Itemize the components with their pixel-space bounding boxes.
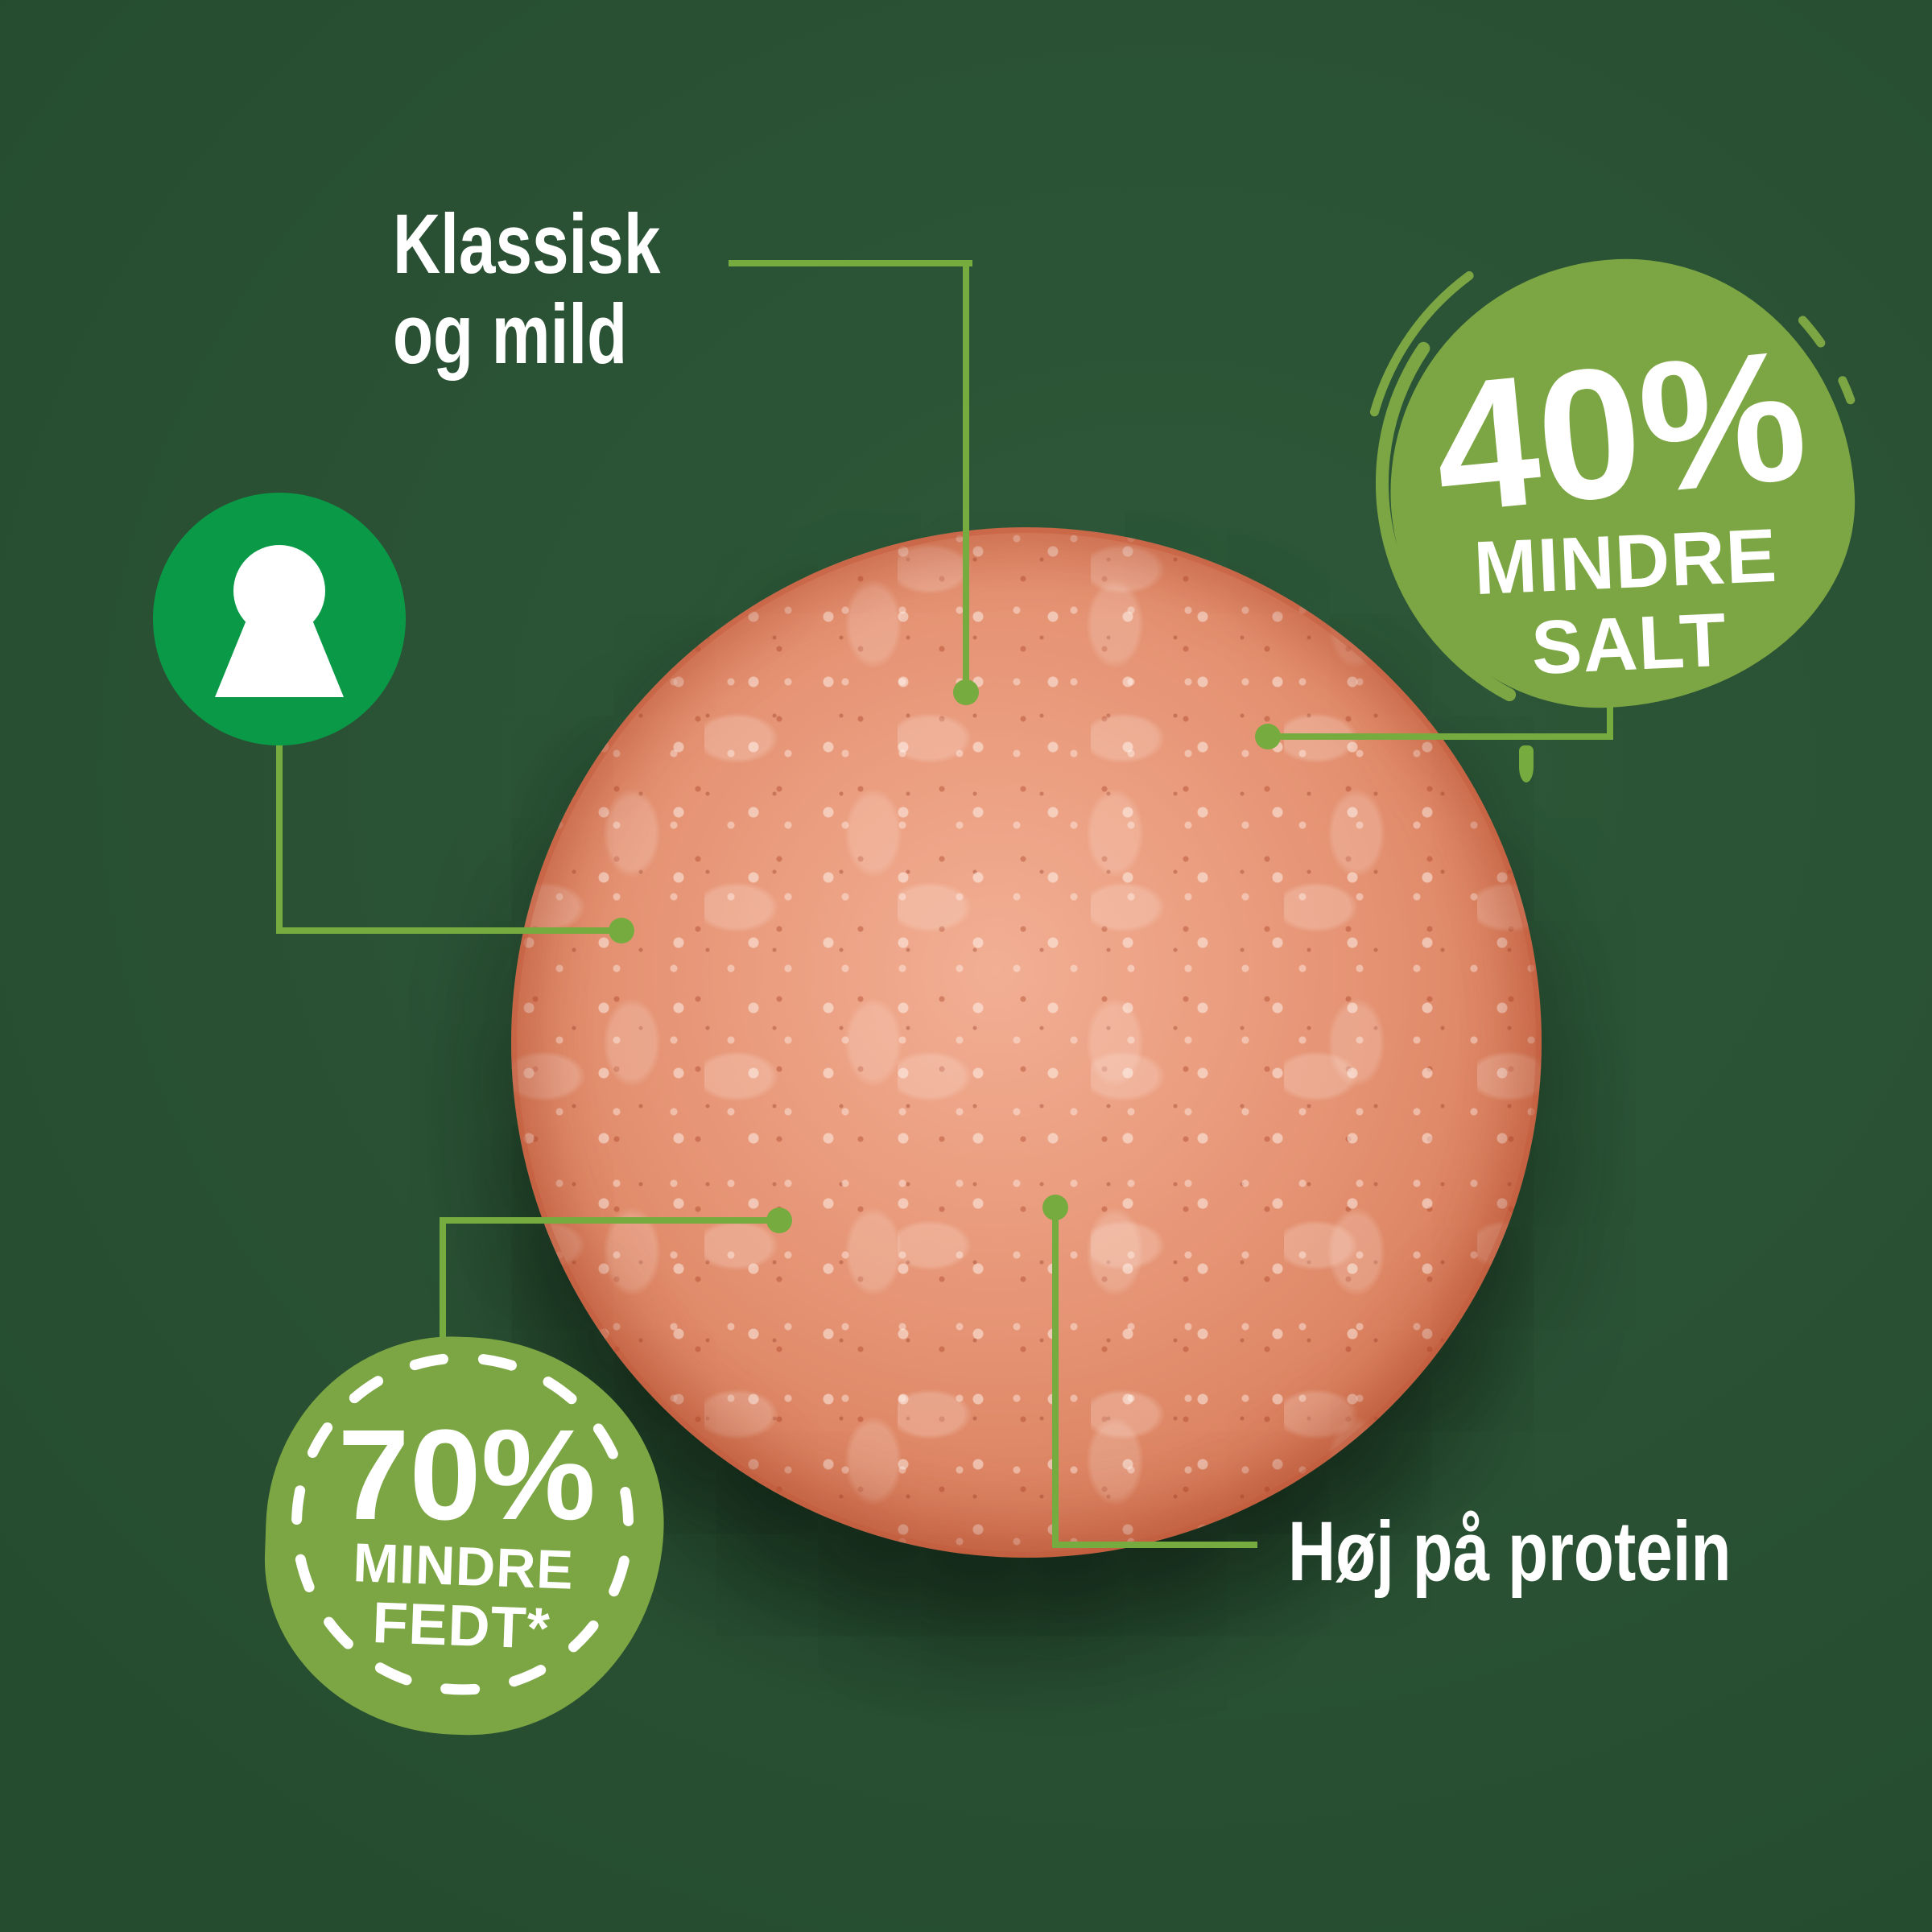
callout-line-protein-horizontal	[1052, 1542, 1257, 1548]
callout-line-salt-horizontal	[1268, 733, 1613, 740]
classic-mild-line1: Klassisk	[393, 197, 661, 291]
keyhole-icon-graphic	[153, 493, 406, 745]
callout-dot-fat	[766, 1208, 792, 1233]
salt-badge-word2: SALT	[1530, 597, 1729, 691]
callout-dot-salt	[1255, 724, 1281, 749]
classic-mild-line2: og mild	[393, 287, 628, 382]
callout-line-classic-horizontal	[729, 260, 972, 266]
callout-dot-keyhole	[609, 918, 634, 943]
fat-badge-percent: 70%	[337, 1402, 596, 1547]
paint-drip	[1519, 745, 1534, 782]
dashed-ring-decoration	[291, 1352, 634, 1695]
callout-line-classic-vertical	[963, 260, 969, 699]
keyhole-icon	[153, 493, 406, 745]
callout-line-keyhole-vertical	[276, 739, 283, 934]
protein-label: Høj på protein	[1288, 1507, 1856, 1597]
callout-dot-protein	[1042, 1195, 1068, 1220]
salt-badge: 40% MINDRE SALT	[1381, 249, 1864, 717]
callout-line-protein-vertical	[1052, 1204, 1059, 1548]
protein-label-text: Høj på protein	[1288, 1505, 1732, 1599]
salt-badge-percent: 40%	[1425, 310, 1814, 552]
fat-badge: 70% MINDRE FEDT*	[258, 1330, 671, 1742]
classic-mild-label: Klassisk og mild	[393, 200, 736, 380]
callout-dot-classic	[953, 679, 979, 705]
callout-line-fat-vertical	[440, 1217, 446, 1354]
callout-line-fat-horizontal	[440, 1217, 786, 1224]
callout-line-keyhole-horizontal	[276, 927, 628, 934]
